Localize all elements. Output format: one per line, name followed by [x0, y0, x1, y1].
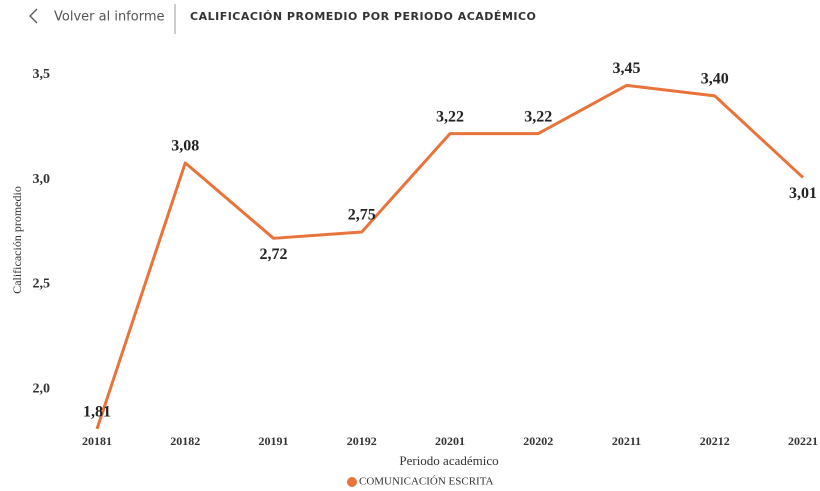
x-tick-label: 20212 — [700, 434, 730, 448]
x-tick-label: 20182 — [170, 434, 200, 448]
data-label: 3,22 — [436, 108, 464, 125]
y-axis-label: Calificación promedio — [10, 186, 24, 294]
data-label: 3,45 — [613, 60, 641, 77]
y-tick-label: 3,5 — [33, 67, 51, 82]
data-label: 3,08 — [171, 138, 199, 155]
x-tick-label: 20221 — [788, 434, 818, 448]
x-tick-label: 20211 — [612, 434, 641, 448]
data-label: 2,75 — [348, 207, 376, 224]
legend-label: COMUNICACIÓN ESCRITA — [359, 476, 494, 488]
y-tick-label: 2,0 — [33, 381, 51, 396]
data-label: 3,01 — [789, 185, 817, 202]
data-label: 3,40 — [701, 71, 729, 88]
back-icon[interactable] — [29, 8, 38, 24]
line — [95, 83, 805, 430]
x-tick-label: 20192 — [347, 434, 377, 448]
back-link[interactable]: Volver al informe — [54, 10, 165, 25]
x-tick-label: 20201 — [435, 434, 465, 448]
y-tick-label: 3,0 — [33, 172, 51, 187]
legend-swatch — [347, 477, 357, 487]
page-title: CALIFICACIÓN PROMEDIO POR PERIODO ACADÉM… — [190, 10, 536, 23]
data-label: 3,22 — [524, 108, 552, 125]
x-axis-label: Periodo académico — [399, 453, 498, 468]
y-tick-label: 2,5 — [33, 277, 51, 292]
x-tick-label: 20191 — [259, 434, 289, 448]
data-label: 2,72 — [260, 246, 288, 263]
x-tick-label: 20181 — [82, 434, 112, 448]
data-label: 1,81 — [83, 404, 111, 421]
x-tick-label: 20202 — [523, 434, 553, 448]
